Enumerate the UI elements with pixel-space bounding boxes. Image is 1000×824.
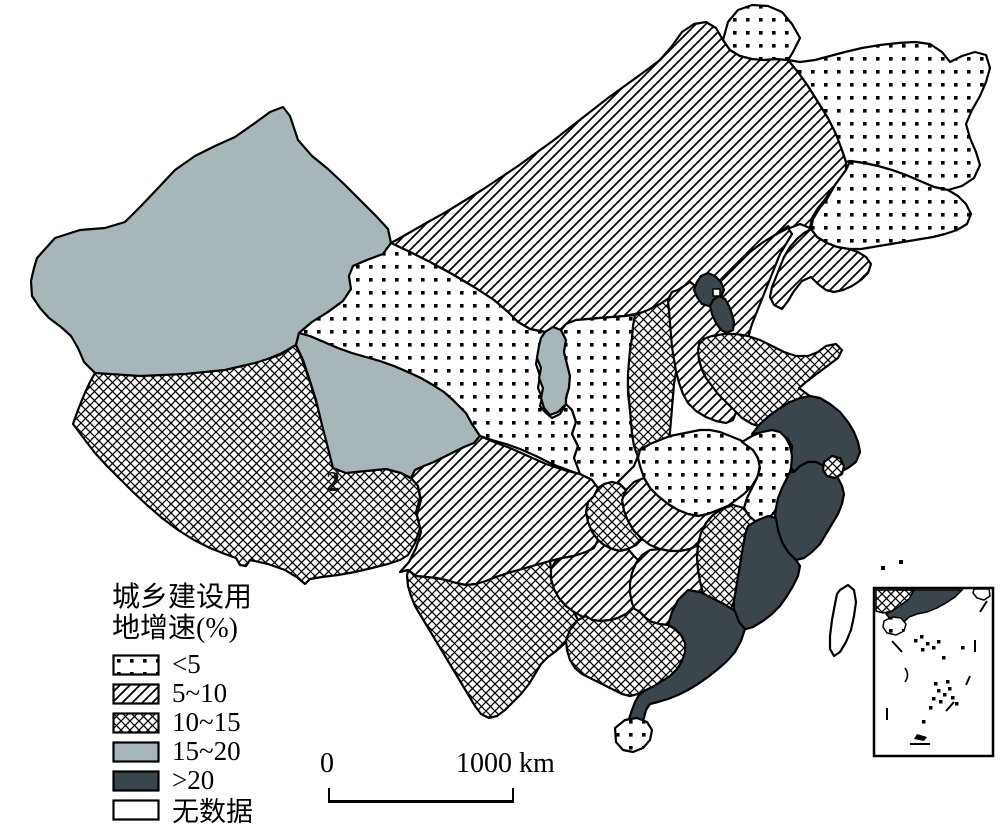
offshore-island-dots	[881, 560, 903, 570]
legend-title-line1: 城乡建设用	[112, 582, 253, 613]
legend-row-10-15: 10~15	[112, 707, 253, 737]
legend-title: 城乡建设用 地增速(%)	[112, 582, 253, 645]
province-taiwan	[828, 583, 858, 658]
inset-dash-boundary	[886, 600, 988, 745]
province-fujian	[732, 514, 802, 632]
inset-coast-curve	[904, 667, 909, 683]
province-jiangsu	[750, 394, 862, 474]
scale-bracket	[328, 788, 514, 803]
province-hainan	[613, 716, 654, 754]
legend-label: >20	[172, 765, 215, 796]
province-shanghai	[821, 454, 846, 480]
scale-distance-label: 1000 km	[456, 748, 555, 779]
legend-swatch-dark	[112, 770, 160, 792]
legend-row-5-10: 5~10	[112, 678, 253, 708]
legend-title-line2: 地增速(%)	[112, 613, 238, 645]
scale-bar: 0 1000 km	[300, 748, 580, 808]
province-yunnan	[405, 559, 580, 720]
legend-row-15-20: 15~20	[112, 736, 253, 766]
south-china-sea-inset	[872, 586, 995, 758]
inset-taiwan-tip	[972, 588, 991, 601]
scale-zero-label: 0	[320, 748, 334, 779]
legend-label: 15~20	[172, 736, 241, 767]
legend-label: 5~10	[172, 678, 228, 709]
legend-row-lt5: <5	[112, 649, 253, 679]
legend-label: 无数据	[172, 797, 253, 824]
province-heilongjiang	[721, 3, 992, 192]
legend-swatch-crosshatch	[112, 712, 160, 734]
legend-swatch-light	[112, 741, 160, 763]
inset-hainan-island	[882, 616, 907, 636]
inset-island-dots	[914, 635, 965, 724]
legend-label: <5	[172, 649, 201, 680]
province-zhejiang	[773, 460, 846, 562]
legend-row-no-data: 无数据	[112, 797, 253, 824]
beijing-enclave-notch	[712, 288, 721, 297]
inset-islet-blob	[914, 734, 927, 741]
legend-swatch-white	[112, 799, 160, 821]
legend-swatch-dots	[112, 654, 160, 676]
legend-row-gt20: >20	[112, 765, 253, 795]
legend-swatch-diagonal	[112, 683, 160, 705]
province-liaoning	[768, 227, 873, 311]
region-number-label: 2	[326, 467, 340, 498]
legend-rows: <5 5~10 10~15 15~20 >20	[112, 649, 253, 824]
legend-label: 10~15	[172, 707, 241, 738]
province-guangxi	[564, 606, 687, 698]
province-tianjin	[708, 294, 736, 335]
legend: 城乡建设用 地增速(%) <5 5~10 10~15	[112, 582, 253, 824]
